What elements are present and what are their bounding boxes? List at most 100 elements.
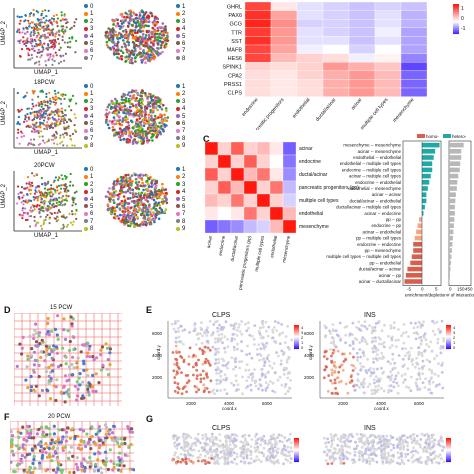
expression-spot xyxy=(240,320,243,323)
expression-spot xyxy=(258,358,261,362)
expression-spot xyxy=(282,372,286,376)
expression-spot xyxy=(353,453,357,457)
grid-spot xyxy=(108,363,112,367)
grid-spot xyxy=(39,445,43,449)
expression-spot xyxy=(270,445,273,449)
x-axis-label: coord.x xyxy=(374,406,390,410)
expression-colorbar xyxy=(294,450,299,452)
matrix-cell xyxy=(269,154,284,169)
heatmap-cell xyxy=(296,36,324,46)
expression-spot xyxy=(195,386,199,389)
x-axis-label: coord.x xyxy=(222,406,238,410)
expression-spot xyxy=(339,435,343,438)
expression-spot xyxy=(257,450,261,454)
spatial-spot xyxy=(136,123,140,126)
spatial-spot xyxy=(131,132,135,135)
umap-point xyxy=(71,144,74,147)
grid-spot xyxy=(40,388,44,393)
grid-spot xyxy=(118,461,122,465)
expression-spot xyxy=(278,439,282,443)
expression-spot xyxy=(183,328,187,332)
grid-spot xyxy=(111,468,115,472)
heatmap-cell xyxy=(244,79,272,89)
umap-point xyxy=(65,185,68,188)
expression-spot xyxy=(331,328,335,332)
umap-point xyxy=(73,124,76,127)
umap-point xyxy=(49,198,52,201)
expression-spot xyxy=(233,439,237,442)
umap-point xyxy=(69,46,72,49)
expression-spot xyxy=(235,462,239,466)
umap-point xyxy=(61,35,64,38)
expression-spot xyxy=(176,371,179,375)
expression-spot xyxy=(223,462,227,466)
expression-spot xyxy=(352,355,355,359)
expression-spot xyxy=(435,383,439,387)
legend-item: 4 xyxy=(84,34,93,41)
expression-spot xyxy=(412,446,415,450)
spatial-spot xyxy=(144,133,148,137)
umap-point xyxy=(41,46,44,49)
umap-point xyxy=(54,103,57,106)
colorbar-step xyxy=(453,10,459,12)
umap-point xyxy=(37,185,40,188)
y-axis-label: coord.y xyxy=(308,344,313,360)
expression-spot xyxy=(280,349,284,353)
spatial-spot xyxy=(156,108,159,112)
expression-spot xyxy=(172,327,176,331)
spatial-spot xyxy=(119,108,122,111)
spatial-spot xyxy=(162,34,165,37)
expression-spot xyxy=(267,353,270,357)
grid-spot xyxy=(33,328,37,332)
spatial-spot xyxy=(160,108,164,111)
expression-spot xyxy=(179,324,183,328)
umap-point xyxy=(34,123,37,126)
spatial-spot xyxy=(127,33,131,36)
expression-spot xyxy=(332,340,336,343)
expression-spot xyxy=(176,382,180,386)
colorbar-step xyxy=(453,12,459,14)
matrix-cell xyxy=(230,193,245,208)
heatmap-cell xyxy=(270,53,298,63)
expression-spot xyxy=(374,322,378,325)
bar-category-label: acinar -- endocrine xyxy=(364,211,401,216)
expression-spot xyxy=(179,355,182,358)
umap-point xyxy=(28,181,31,184)
umap-point xyxy=(57,179,60,182)
expression-spot xyxy=(289,457,293,460)
expression-spot xyxy=(178,350,181,354)
expression-spot xyxy=(235,328,239,332)
umap-point xyxy=(24,187,27,190)
expression-spot xyxy=(263,360,267,363)
grid-spot xyxy=(34,322,38,326)
umap-point xyxy=(37,23,40,26)
umap-point xyxy=(59,19,62,22)
grid-spot xyxy=(90,425,94,429)
expression-spot xyxy=(442,337,446,340)
umap-point xyxy=(65,121,69,124)
grid-spot xyxy=(80,462,84,466)
expression-spot xyxy=(204,361,207,365)
expression-spot xyxy=(225,449,229,453)
spatial-spot xyxy=(149,11,153,15)
umap-point xyxy=(33,219,36,222)
grid-spot xyxy=(97,446,101,450)
spatial-spot xyxy=(157,201,161,205)
spatial-spot xyxy=(157,217,161,221)
grid-spot xyxy=(37,427,41,431)
grid-spot xyxy=(61,448,65,452)
grid-spot xyxy=(30,354,34,358)
grid-spot xyxy=(44,451,48,455)
umap-point xyxy=(26,107,29,110)
umap-ylabel: UMAP_2 xyxy=(1,20,8,46)
umap-point xyxy=(57,209,61,213)
grid-spot xyxy=(73,437,77,441)
expression-spot xyxy=(377,384,380,388)
expression-spot xyxy=(174,330,178,334)
expression-colorbar xyxy=(294,346,299,348)
expression-spot xyxy=(195,368,199,372)
umap-point xyxy=(59,55,63,58)
colorbar-step xyxy=(453,18,459,20)
umap-point xyxy=(48,117,52,120)
spatial-spot xyxy=(156,46,159,50)
